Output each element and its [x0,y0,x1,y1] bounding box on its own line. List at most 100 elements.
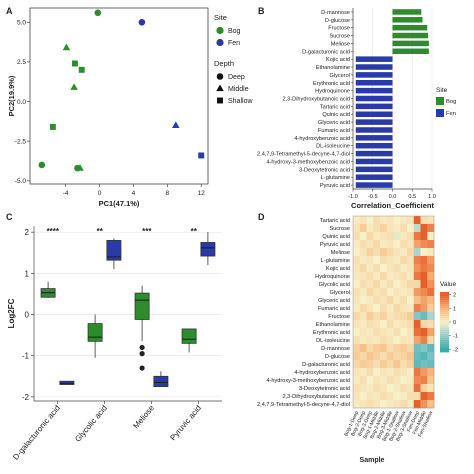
heatmap-cell [407,216,415,225]
legend-gradient-step [440,310,449,313]
bar [355,95,393,102]
legend-depth-key [216,84,224,92]
heatmap-cell [359,256,367,265]
heatmap-cell [373,320,381,329]
heatmap-cell [380,368,388,377]
heatmap-cell [393,320,401,329]
legend-gradient-step [440,306,449,309]
box-outlier [139,351,145,357]
heatmap-cell [393,272,401,281]
heatmap-cell [420,216,428,225]
heatmap-cell [359,216,367,225]
x-tick-label: 8 [166,190,170,197]
legend-depth-label: Middle [228,86,249,93]
heatmap-cell [393,304,401,313]
heatmap-cell [386,272,394,281]
y-axis-label: PC2(19.9%) [7,75,16,116]
bar [392,40,429,47]
legend-depth-key [216,73,224,80]
heatmap-cell [366,280,374,289]
heatmap-cell [359,288,367,297]
category-label: D-glucose [325,18,350,24]
legend-gradient-step [440,334,449,337]
significance-label: ** [97,227,104,236]
heatmap-cell [400,280,408,289]
legend-gradient-step [440,338,449,341]
heatmap-cell [427,360,435,369]
heatmap-cell [407,336,415,345]
heatmap-cell [373,296,381,305]
heatmap-cell [366,296,374,305]
heatmap-cell [359,312,367,321]
heatmap-cell [420,296,428,305]
heatmap-cell [386,280,394,289]
heatmap-cell [373,216,381,225]
heatmap-cell [400,384,408,393]
heatmap-cell [359,328,367,337]
heatmap-cell [366,344,374,353]
category-label: Fructose [328,26,350,32]
row-label: 4-hydroxy-3-methoxybenzoic acid [266,378,350,384]
legend-gradient-step [440,328,449,331]
legend-gradient-step [440,350,449,353]
heatmap-cell [400,376,408,385]
x-tick-label: 12 [198,190,206,197]
category-label: Erythronic acid [313,81,350,87]
row-label: Fructose [328,314,350,320]
heatmap-cell [420,232,428,241]
heatmap-cell [359,368,367,377]
legend-gradient-step [440,308,449,311]
heatmap-cell [366,384,374,393]
significance-label: **** [47,227,60,236]
heatmap-cell [353,272,361,281]
category-label: Quinic acid [322,112,350,118]
row-label: D-glucose [325,354,350,360]
heatmap-cell [407,256,415,265]
heatmap-cell [373,248,381,257]
heatmap-cell [380,280,388,289]
heatmap-cell [413,320,421,329]
row-label: Quinic acid [322,234,350,240]
heatmap-frame [352,215,435,409]
heatmap-cell [393,400,401,409]
heatmap-cell [400,288,408,297]
legend-gradient-step [440,302,449,305]
category-label: D-mannose [321,10,350,16]
heatmap-cell [353,256,361,265]
heatmap-cell [359,392,367,401]
y-tick-label: 0 [25,311,30,320]
y-tick-label: 1 [25,269,30,278]
category-label: Meliose [331,41,350,47]
heatmap-cell [420,288,428,297]
heatmap-cell [353,352,361,361]
bar [355,87,393,94]
heatmap-cell [359,360,367,369]
heatmap-cell [427,368,435,377]
heatmap-cell [427,288,435,297]
heatmap-cell [380,320,388,329]
legend-tick-label: -1 [453,334,458,340]
bar [392,24,428,31]
plot-frame-a [29,7,209,185]
heatmap-cell [366,256,374,265]
row-label: Glyceric acid [318,298,350,304]
legend-title: Site [436,87,448,94]
heatmap-cell [353,232,361,241]
heatmap-cell [353,248,361,257]
y-tick-label: 2 [25,228,30,237]
legend-key [436,97,444,105]
row-label: Kojic acid [326,266,350,272]
heatmap-cell [413,344,421,353]
heatmap-cell [393,360,401,369]
heatmap-cell [407,384,415,393]
legend-site-key [216,38,224,47]
heatmap-cell [366,400,374,409]
y-tick-label: -2.5 [15,138,27,145]
heatmap-cell [359,352,367,361]
heatmap-cell [420,320,428,329]
legend-gradient-step [440,314,449,317]
heatmap-cell [380,392,388,401]
heatmap-cell [427,248,435,257]
x-tick-label: -0.5 [368,194,378,200]
